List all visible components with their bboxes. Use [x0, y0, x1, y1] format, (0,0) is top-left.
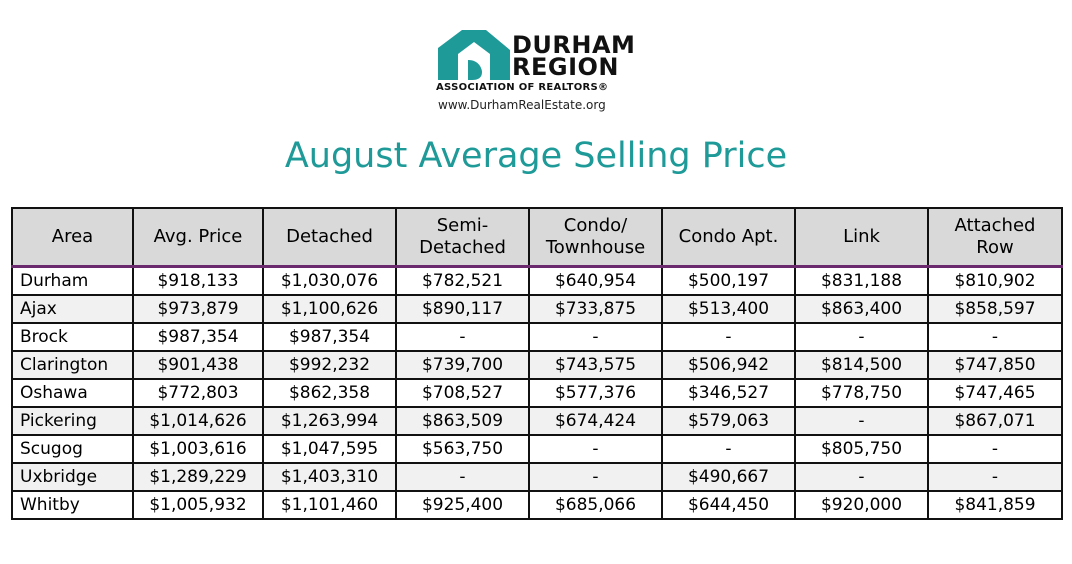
area-cell: Uxbridge: [11, 462, 134, 492]
price-cell: $920,000: [794, 490, 929, 520]
price-cell: -: [528, 434, 663, 464]
table-row: Uxbridge $1,289,229 $1,403,310- - $490,667- -: [11, 462, 1063, 492]
price-cell: $747,850: [927, 350, 1063, 380]
header-link: Link: [794, 207, 929, 268]
header-detached: Detached: [262, 207, 397, 268]
price-cell: $1,101,460: [262, 490, 397, 520]
price-cell: $579,063: [661, 406, 796, 436]
house-logo-icon: [438, 30, 510, 80]
price-cell: $782,521: [395, 265, 530, 296]
price-cell: -: [661, 322, 796, 352]
table-row: Whitby $1,005,932 $1,101,460 $925,400 $685,0…: [11, 490, 1063, 520]
price-cell: -: [927, 462, 1063, 492]
area-cell: Whitby: [11, 490, 134, 520]
logo-word-durham: DURHAM: [512, 31, 636, 59]
price-cell: $778,750: [794, 378, 929, 408]
area-cell: Oshawa: [11, 378, 134, 408]
price-cell: $973,879: [132, 294, 264, 324]
price-cell: $733,875: [528, 294, 663, 324]
price-cell: $674,424: [528, 406, 663, 436]
header-attached-row: Attached Row: [927, 207, 1063, 268]
price-cell: $890,117: [395, 294, 530, 324]
header-area: Area: [11, 207, 134, 268]
price-cell: $1,100,626: [262, 294, 397, 324]
header-condo-townhouse: Condo/ Townhouse: [528, 207, 663, 268]
price-cell: -: [794, 322, 929, 352]
header-semi-detached: Semi- Detached: [395, 207, 530, 268]
price-cell: $563,750: [395, 434, 530, 464]
price-cell: $831,188: [794, 265, 929, 296]
price-cell: $685,066: [528, 490, 663, 520]
price-cell: $1,263,994: [262, 406, 397, 436]
price-cell: $490,667: [661, 462, 796, 492]
price-cell: $513,400: [661, 294, 796, 324]
price-cell: $739,700: [395, 350, 530, 380]
price-cell: $918,133: [132, 265, 264, 296]
area-cell: Durham: [11, 265, 134, 296]
area-cell: Clarington: [11, 350, 134, 380]
price-cell: -: [794, 406, 929, 436]
table-body: Durham $918,133 $1,030,076 $782,521 $640,954…: [11, 265, 1063, 520]
table-row: Durham $918,133 $1,030,076 $782,521 $640,954…: [11, 265, 1063, 296]
area-cell: Brock: [11, 322, 134, 352]
price-cell: -: [927, 434, 1063, 464]
area-cell: Pickering: [11, 406, 134, 436]
table-row: Clarington $901,438 $992,232 $739,700 $743,5…: [11, 350, 1063, 380]
price-cell: -: [794, 462, 929, 492]
price-cell: $1,047,595: [262, 434, 397, 464]
area-cell: Ajax: [11, 294, 134, 324]
price-cell: $1,289,229: [132, 462, 264, 492]
price-cell: $987,354: [262, 322, 397, 352]
price-cell: -: [528, 462, 663, 492]
price-cell: $743,575: [528, 350, 663, 380]
price-cell: -: [927, 322, 1063, 352]
page-title: August Average Selling Price: [284, 136, 788, 176]
price-cell: $987,354: [132, 322, 264, 352]
price-cell: $644,450: [661, 490, 796, 520]
price-cell: $1,030,076: [262, 265, 397, 296]
price-cell: $747,465: [927, 378, 1063, 408]
price-cell: $992,232: [262, 350, 397, 380]
price-cell: $506,942: [661, 350, 796, 380]
price-cell: $772,803: [132, 378, 264, 408]
price-cell: $814,500: [794, 350, 929, 380]
price-cell: $863,400: [794, 294, 929, 324]
price-cell: $577,376: [528, 378, 663, 408]
website-url: www.DurhamRealEstate.org: [438, 98, 606, 112]
price-cell: $901,438: [132, 350, 264, 380]
price-cell: $805,750: [794, 434, 929, 464]
table-row: Pickering $1,014,626 $1,263,994 $863,509 $67…: [11, 406, 1063, 436]
price-cell: $810,902: [927, 265, 1063, 296]
logo: DURHAM REGION ASSOCIATION OF REALTORS® w…: [436, 30, 636, 120]
price-cell: $841,859: [927, 490, 1063, 520]
price-cell: $863,509: [395, 406, 530, 436]
price-cell: -: [528, 322, 663, 352]
price-cell: $867,071: [927, 406, 1063, 436]
area-cell: Scugog: [11, 434, 134, 464]
price-cell: $1,003,616: [132, 434, 264, 464]
price-cell: -: [661, 434, 796, 464]
price-cell: $1,014,626: [132, 406, 264, 436]
table-header-row: Area Avg. Price Detached Semi- Detached Cond…: [11, 207, 1063, 268]
price-cell: -: [395, 322, 530, 352]
table-row: Scugog $1,003,616 $1,047,595 $563,750- - $805…: [11, 434, 1063, 464]
price-cell: $708,527: [395, 378, 530, 408]
header-avg-price: Avg. Price: [132, 207, 264, 268]
price-cell: $346,527: [661, 378, 796, 408]
table-row: Oshawa $772,803 $862,358 $708,527 $577,376 $3…: [11, 378, 1063, 408]
price-cell: $862,358: [262, 378, 397, 408]
price-cell: $500,197: [661, 265, 796, 296]
logo-word-region: REGION: [512, 53, 619, 81]
header-condo-apt: Condo Apt.: [661, 207, 796, 268]
logo-association: ASSOCIATION OF REALTORS®: [436, 82, 609, 93]
price-cell: $925,400: [395, 490, 530, 520]
table-row: Ajax $973,879 $1,100,626 $890,117 $733,875 $5…: [11, 294, 1063, 324]
price-cell: $640,954: [528, 265, 663, 296]
price-cell: -: [395, 462, 530, 492]
price-cell: $1,403,310: [262, 462, 397, 492]
table-row: Brock $987,354 $987,354- - - - -: [11, 322, 1063, 352]
price-table: Area Avg. Price Detached Semi- Detached Cond…: [11, 207, 1063, 520]
price-cell: $858,597: [927, 294, 1063, 324]
price-cell: $1,005,932: [132, 490, 264, 520]
